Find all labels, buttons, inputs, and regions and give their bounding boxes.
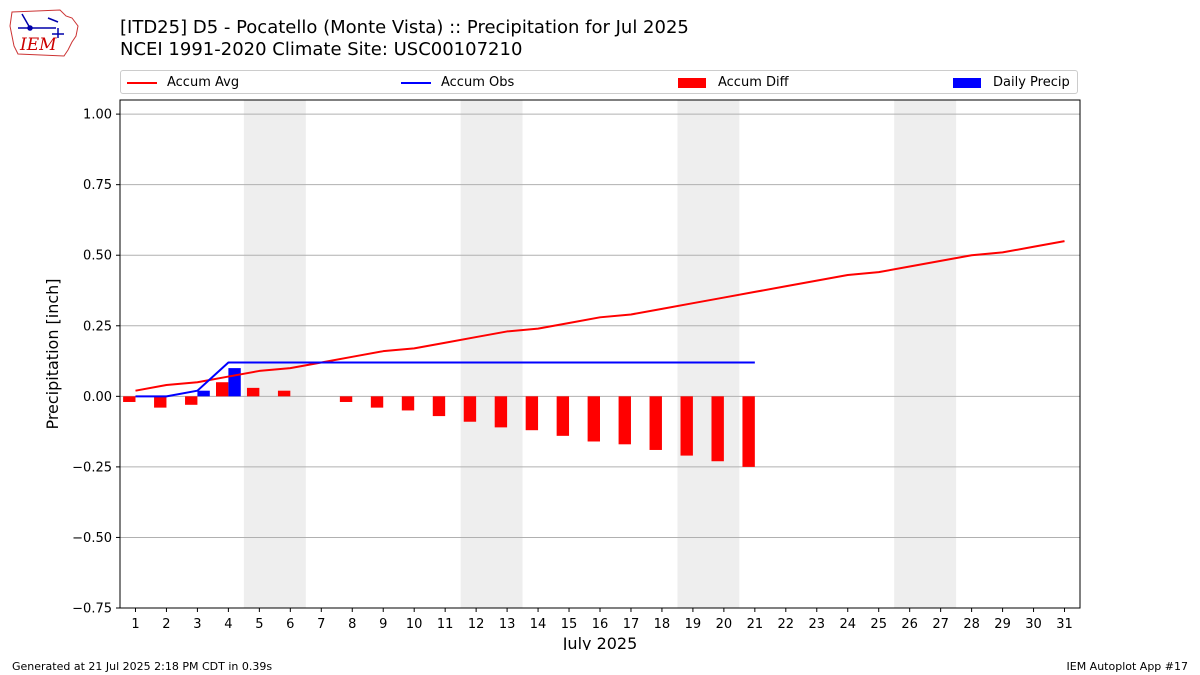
legend-swatch-daily-precip	[953, 78, 981, 88]
x-tick-label: 29	[994, 617, 1011, 632]
y-tick-label: 0.25	[83, 319, 112, 334]
x-tick-label: 25	[870, 617, 887, 632]
x-tick-label: 7	[317, 617, 325, 632]
accum-diff-bar	[680, 396, 693, 456]
x-tick-label: 9	[379, 617, 387, 632]
accum-avg-line	[135, 240, 1065, 392]
weekend-shade	[460, 100, 523, 608]
y-tick-label: 1.00	[83, 108, 112, 123]
legend-swatch-accum-diff	[678, 78, 706, 88]
x-tick-label: 15	[561, 617, 578, 632]
x-tick-label: 27	[932, 617, 949, 632]
y-tick-label: 0.50	[83, 249, 112, 264]
iem-logo: IEM	[9, 9, 79, 57]
y-tick-label: −0.25	[72, 460, 112, 475]
accum-diff-bar	[587, 396, 600, 442]
x-tick-label: 4	[224, 617, 232, 632]
x-tick-label: 8	[348, 617, 356, 632]
x-tick-label: 26	[901, 617, 918, 632]
x-tick-label: 22	[778, 617, 795, 632]
chart-title: [ITD25] D5 - Pocatello (Monte Vista) :: …	[120, 17, 689, 38]
accum-diff-bar	[216, 382, 229, 397]
y-tick-label: −0.75	[72, 602, 112, 617]
precipitation-chart: −0.75−0.50−0.250.000.250.500.751.001 2 3 4 5…	[43, 99, 1081, 650]
weather-station-icon	[18, 13, 64, 38]
x-tick-label: 23	[809, 617, 826, 632]
accum-diff-bar	[649, 396, 662, 450]
x-tick-label: 24	[839, 617, 856, 632]
x-tick-label: 13	[499, 617, 516, 632]
legend-swatch-accum-avg	[127, 82, 157, 84]
legend-label-accum-obs: Accum Obs	[441, 75, 515, 90]
x-tick-label: 30	[1025, 617, 1042, 632]
legend-label-accum-diff: Accum Diff	[718, 75, 789, 90]
daily-precip-bar	[228, 368, 241, 397]
legend-label-daily-precip: Daily Precip	[993, 75, 1070, 90]
accum-diff-bar	[123, 396, 136, 402]
accum-diff-bar	[432, 396, 446, 417]
x-tick-label: 2	[162, 617, 170, 632]
x-tick-label: 19	[685, 617, 702, 632]
chart-subtitle: NCEI 1991-2020 Climate Site: USC00107210	[120, 39, 523, 60]
x-tick-label: 6	[286, 617, 294, 632]
footer-generated: Generated at 21 Jul 2025 2:18 PM CDT in …	[12, 660, 273, 673]
accum-diff-bar	[525, 396, 539, 431]
x-tick-label: 16	[592, 617, 609, 632]
accum-diff-bar	[742, 396, 755, 467]
daily-precip-bar	[197, 390, 210, 397]
x-tick-label: 12	[468, 617, 485, 632]
accum-diff-bar	[185, 396, 198, 405]
x-tick-label: 14	[530, 617, 547, 632]
legend-swatch-accum-obs	[401, 82, 431, 84]
y-tick-label: 0.75	[83, 178, 112, 193]
x-tick-label: 31	[1056, 617, 1073, 632]
weekend-shade	[677, 100, 740, 608]
accum-diff-bar	[711, 396, 724, 462]
x-tick-label: 11	[437, 617, 454, 632]
accum-diff-bar	[277, 390, 291, 397]
weekend-shade	[243, 100, 306, 608]
accum-diff-bar	[246, 387, 260, 397]
legend: Accum Avg Accum Obs Accum Diff Daily Pre…	[120, 70, 1078, 94]
x-tick-label: 20	[716, 617, 733, 632]
accum-diff-bar	[494, 396, 508, 428]
accum-obs-line	[135, 361, 755, 398]
x-tick-label: 18	[654, 617, 671, 632]
x-tick-label: 28	[963, 617, 980, 632]
accum-diff-bar	[556, 396, 570, 436]
accum-diff-bar	[154, 396, 167, 408]
accum-diff-bar	[618, 396, 631, 445]
x-tick-label: 10	[406, 617, 423, 632]
accum-diff-bar	[370, 396, 384, 408]
x-tick-label: 5	[255, 617, 263, 632]
weekend-shade	[894, 100, 957, 608]
x-tick-label: 21	[747, 617, 764, 632]
accum-diff-bar	[401, 396, 415, 411]
legend-label-accum-avg: Accum Avg	[167, 75, 240, 90]
y-tick-label: 0.00	[83, 390, 112, 405]
accum-diff-bar	[339, 396, 353, 402]
y-tick-label: −0.50	[72, 531, 112, 546]
x-tick-label: 1	[131, 617, 139, 632]
x-tick-label: 3	[193, 617, 201, 632]
plot-frame	[119, 99, 1081, 609]
accum-diff-bar	[463, 396, 477, 422]
x-tick-label: 17	[623, 617, 640, 632]
logo-text: IEM	[19, 35, 57, 55]
footer-app: IEM Autoplot App #17	[1066, 660, 1189, 673]
y-axis-label: Precipitation [inch]	[43, 278, 62, 429]
x-axis-label: July 2025	[562, 634, 638, 650]
